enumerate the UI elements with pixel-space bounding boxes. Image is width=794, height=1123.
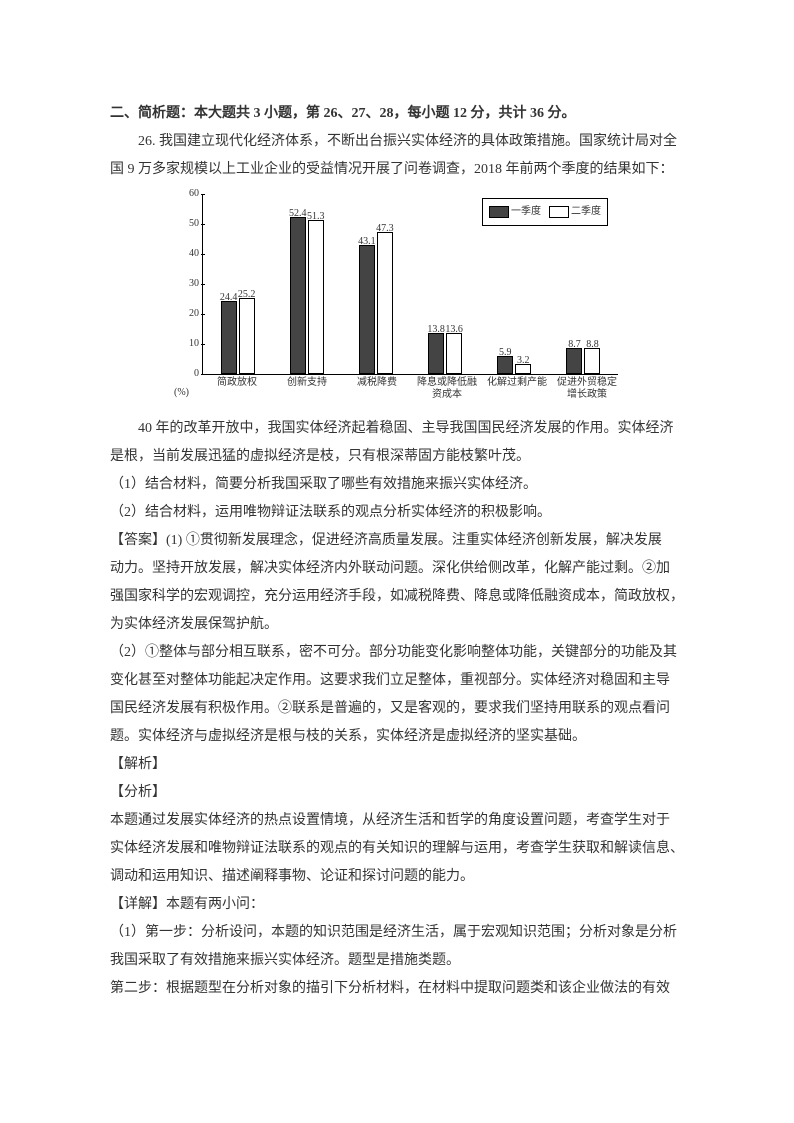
chart-bars-container: 24.425.252.451.343.147.313.813.65.93.28.…	[203, 194, 618, 374]
bar-q1: 52.4	[290, 217, 306, 374]
bar-value-label: 51.3	[307, 207, 325, 227]
chart-category: 24.425.2	[203, 194, 272, 374]
text-line: 【答案】(1) ①贯彻新发展理念，促进经济高质量发展。注重实体经济创新发展，解决…	[110, 527, 684, 555]
bar-value-label: 5.9	[499, 343, 512, 363]
text-line: （2）结合材料，运用唯物辩证法联系的观点分析实体经济的积极影响。	[110, 499, 684, 527]
text-line: 【详解】本题有两小问：	[110, 891, 684, 919]
text-line: （2）①整体与部分相互联系，密不可分。部分功能变化影响整体功能，关键部分的功能及…	[110, 639, 684, 667]
y-tick: 40	[175, 244, 199, 264]
chart-category: 5.93.2	[480, 194, 549, 374]
bar-value-label: 25.2	[238, 285, 256, 305]
bar-q2: 8.8	[584, 348, 600, 374]
bar-q1: 43.1	[359, 245, 375, 374]
bar-value-label: 43.1	[358, 232, 376, 252]
y-tick: 20	[175, 304, 199, 324]
bar-q2: 47.3	[377, 232, 393, 374]
y-tick: 10	[175, 334, 199, 354]
chart-category: 52.451.3	[272, 194, 341, 374]
text-line: 动力。坚持开放发展，解决实体经济内外联动问题。深化供给侧改革，化解产能过剩。②加	[110, 555, 684, 583]
chart-category: 13.813.6	[411, 194, 480, 374]
y-axis-unit: (%)	[174, 383, 189, 403]
bar-q1: 24.4	[221, 301, 237, 374]
bar-q1: 13.8	[428, 333, 444, 374]
text-line: 为实体经济发展保驾护航。	[110, 611, 684, 639]
x-label: 减税降费	[342, 377, 412, 401]
x-axis-labels: 简政放权创新支持减税降费降息或降低融资成本化解过剩产能促进外贸稳定增长政策	[202, 377, 622, 401]
text-line: （1）结合材料，简要分析我国采取了哪些有效措施来振兴实体经济。	[110, 471, 684, 499]
question-intro-line1: 26. 我国建立现代化经济体系，不断出台振兴实体经济的具体政策措施。国家统计局对…	[110, 128, 684, 156]
text-line: 本题通过发展实体经济的热点设置情境，从经济生活和哲学的角度设置问题，考查学生对于	[110, 807, 684, 835]
answer-body: 40 年的改革开放中，我国实体经济起着稳固、主导我国国民经济发展的作用。实体经济…	[110, 415, 684, 1003]
bar-value-label: 8.7	[568, 335, 581, 355]
text-line: 我国采取了有效措施来振兴实体经济。题型是措施类题。	[110, 947, 684, 975]
exam-page: { "heading": "二、简析题：本大题共 3 小题，第 26、27、28…	[0, 0, 794, 1123]
survey-bar-chart: 一季度 二季度 24.425.252.451.343.147.313.813.6…	[172, 194, 622, 401]
x-label: 降息或降低融资成本	[412, 377, 482, 401]
x-label: 创新支持	[272, 377, 342, 401]
bar-q2: 51.3	[308, 220, 324, 374]
bar-value-label: 52.4	[289, 204, 307, 224]
bar-q1: 8.7	[566, 348, 582, 374]
text-line: 强国家科学的宏观调控，充分运用经济手段，如减税降费、降息或降低融资成本，简政放权…	[110, 583, 684, 611]
text-line: 调动和运用知识、描述阐释事物、论证和探讨问题的能力。	[110, 863, 684, 891]
bar-value-label: 8.8	[586, 335, 599, 355]
y-tick: 30	[175, 274, 199, 294]
chart-plot-area: 一季度 二季度 24.425.252.451.343.147.313.813.6…	[202, 194, 618, 375]
bar-q2: 13.6	[446, 333, 462, 374]
section-heading: 二、简析题：本大题共 3 小题，第 26、27、28，每小题 12 分，共计 3…	[110, 100, 684, 128]
chart-category: 8.78.8	[549, 194, 618, 374]
bar-value-label: 13.8	[427, 320, 445, 340]
text-line: （1）第一步：分析设问，本题的知识范围是经济生活，属于宏观知识范围；分析对象是分…	[110, 919, 684, 947]
text-line: 实体经济发展和唯物辩证法联系的观点的有关知识的理解与运用，考查学生获取和解读信息…	[110, 835, 684, 863]
y-tick: 50	[175, 214, 199, 234]
bar-value-label: 3.2	[517, 351, 530, 371]
x-label: 促进外贸稳定增长政策	[552, 377, 622, 401]
text-line: 第二步：根据题型在分析对象的描引下分析材料，在材料中提取问题类和该企业做法的有效	[110, 975, 684, 1003]
y-tick: 0	[175, 364, 199, 384]
bar-q2: 3.2	[515, 364, 531, 374]
chart-category: 43.147.3	[341, 194, 410, 374]
text-line: 40 年的改革开放中，我国实体经济起着稳固、主导我国国民经济发展的作用。实体经济	[110, 415, 684, 443]
bar-q1: 5.9	[497, 356, 513, 374]
bar-q2: 25.2	[239, 298, 255, 374]
x-label: 简政放权	[202, 377, 272, 401]
question-intro-line2: 国 9 万多家规模以上工业企业的受益情况开展了问卷调查，2018 年前两个季度的…	[110, 156, 684, 184]
bar-value-label: 13.6	[445, 320, 463, 340]
text-line: 国民经济发展有积极作用。②联系是普遍的，又是客观的，要求我们坚持用联系的观点看问	[110, 695, 684, 723]
text-line: 变化甚至对整体功能起决定作用。这要求我们立足整体，重视部分。实体经济对稳固和主导	[110, 667, 684, 695]
text-line: 【解析】	[110, 751, 684, 779]
text-line: 是根，当前发展迅猛的虚拟经济是枝，只有根深蒂固方能枝繁叶茂。	[110, 443, 684, 471]
y-tick: 60	[175, 184, 199, 204]
bar-value-label: 47.3	[376, 219, 394, 239]
text-line: 【分析】	[110, 779, 684, 807]
text-line: 题。实体经济与虚拟经济是根与枝的关系，实体经济是虚拟经济的坚实基础。	[110, 723, 684, 751]
x-label: 化解过剩产能	[482, 377, 552, 401]
bar-value-label: 24.4	[220, 288, 238, 308]
